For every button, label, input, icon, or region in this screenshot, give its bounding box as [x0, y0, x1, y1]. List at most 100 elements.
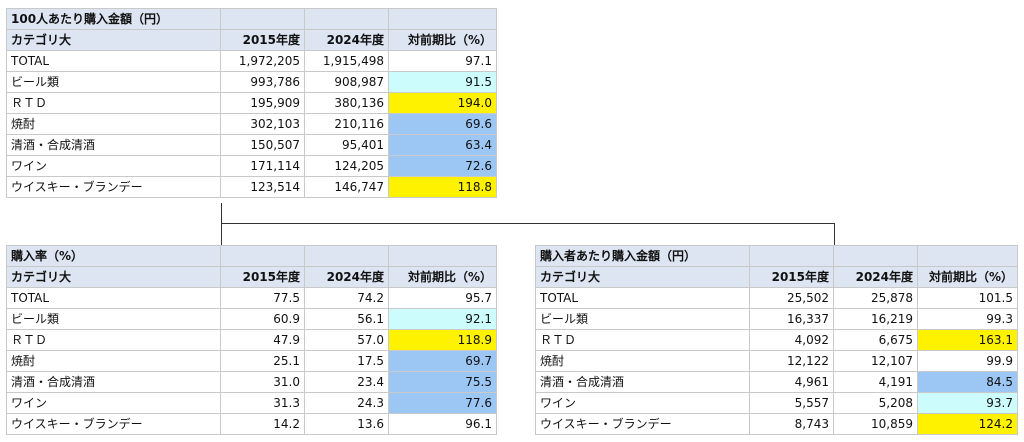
- value-2024: 24.3: [304, 392, 389, 414]
- header-2024: 2024年度: [833, 266, 918, 288]
- value-ratio: 75.5: [388, 371, 497, 393]
- table-amount-per-100-people: 100人あたり購入金額（円） カテゴリ大 2015年度 2024年度 対前期比（…: [6, 8, 497, 198]
- value-ratio: 77.6: [388, 392, 497, 414]
- table-row: ＲＴＤ 195,909 380,136 194.0: [6, 92, 497, 114]
- row-label: 焼酎: [6, 113, 221, 135]
- value-2015: 150,507: [220, 134, 305, 156]
- connector-line-vertical-top: [221, 203, 222, 223]
- table-row: ワイン 171,114 124,205 72.6: [6, 155, 497, 177]
- value-2024: 74.2: [304, 287, 389, 309]
- row-label: 清酒・合成清酒: [535, 371, 750, 393]
- value-2015: 47.9: [220, 329, 305, 351]
- value-2015: 123,514: [220, 176, 305, 198]
- table-header-row: カテゴリ大 2015年度 2024年度 対前期比（%）: [6, 29, 497, 51]
- table-body: TOTAL 1,972,205 1,915,498 97.1 ビール類 993,786 90…: [6, 50, 497, 198]
- value-2015: 14.2: [220, 413, 305, 435]
- table-row: ウイスキー・ブランデー 14.2 13.6 96.1: [6, 413, 497, 435]
- table-row: ＲＴＤ 47.9 57.0 118.9: [6, 329, 497, 351]
- row-label: ＲＴＤ: [6, 329, 221, 351]
- value-2024: 146,747: [304, 176, 389, 198]
- value-2015: 16,337: [749, 308, 834, 330]
- table-row: TOTAL 77.5 74.2 95.7: [6, 287, 497, 309]
- value-2015: 77.5: [220, 287, 305, 309]
- value-2015: 195,909: [220, 92, 305, 114]
- value-2015: 25.1: [220, 350, 305, 372]
- value-2024: 908,987: [304, 71, 389, 93]
- header-2024: 2024年度: [304, 266, 389, 288]
- row-label: 清酒・合成清酒: [6, 134, 221, 156]
- table-title-row: 100人あたり購入金額（円）: [6, 8, 497, 30]
- value-2015: 171,114: [220, 155, 305, 177]
- value-2015: 4,961: [749, 371, 834, 393]
- value-ratio: 69.6: [388, 113, 497, 135]
- value-2015: 5,557: [749, 392, 834, 414]
- table-row: ビール類 16,337 16,219 99.3: [535, 308, 1018, 330]
- value-2024: 4,191: [833, 371, 918, 393]
- value-2015: 8,743: [749, 413, 834, 435]
- value-ratio: 118.8: [388, 176, 497, 198]
- table-row: ＲＴＤ 4,092 6,675 163.1: [535, 329, 1018, 351]
- value-2024: 95,401: [304, 134, 389, 156]
- row-label: ウイスキー・ブランデー: [6, 413, 221, 435]
- value-ratio: 124.2: [917, 413, 1018, 435]
- value-2024: 210,116: [304, 113, 389, 135]
- value-2015: 12,122: [749, 350, 834, 372]
- value-ratio: 163.1: [917, 329, 1018, 351]
- row-label: ウイスキー・ブランデー: [535, 413, 750, 435]
- connector-line-horizontal: [221, 223, 834, 224]
- value-ratio: 97.1: [388, 50, 497, 72]
- value-ratio: 99.9: [917, 350, 1018, 372]
- row-label: TOTAL: [6, 287, 221, 309]
- row-label: ビール類: [6, 308, 221, 330]
- value-ratio: 96.1: [388, 413, 497, 435]
- table-row: TOTAL 25,502 25,878 101.5: [535, 287, 1018, 309]
- header-2024: 2024年度: [304, 29, 389, 51]
- value-ratio: 118.9: [388, 329, 497, 351]
- header-category: カテゴリ大: [6, 266, 221, 288]
- value-2024: 124,205: [304, 155, 389, 177]
- value-2015: 31.3: [220, 392, 305, 414]
- table-amount-per-purchaser: 購入者あたり購入金額（円） カテゴリ大 2015年度 2024年度 対前期比（%…: [535, 245, 1018, 435]
- connector-line-vertical-right: [834, 223, 835, 245]
- row-label: 焼酎: [6, 350, 221, 372]
- value-2024: 13.6: [304, 413, 389, 435]
- value-ratio: 91.5: [388, 71, 497, 93]
- row-label: ビール類: [535, 308, 750, 330]
- table-header-row: カテゴリ大 2015年度 2024年度 対前期比（%）: [535, 266, 1018, 288]
- table-row: ワイン 5,557 5,208 93.7: [535, 392, 1018, 414]
- value-ratio: 72.6: [388, 155, 497, 177]
- table-row: ウイスキー・ブランデー 8,743 10,859 124.2: [535, 413, 1018, 435]
- value-ratio: 95.7: [388, 287, 497, 309]
- connector-line-vertical-left: [221, 223, 222, 245]
- table-title-row: 購入率（%）: [6, 245, 497, 267]
- value-2015: 302,103: [220, 113, 305, 135]
- table-row: ワイン 31.3 24.3 77.6: [6, 392, 497, 414]
- value-2024: 25,878: [833, 287, 918, 309]
- table-row: 焼酎 302,103 210,116 69.6: [6, 113, 497, 135]
- row-label: TOTAL: [535, 287, 750, 309]
- value-2015: 993,786: [220, 71, 305, 93]
- table-row: 清酒・合成清酒 4,961 4,191 84.5: [535, 371, 1018, 393]
- table-header-row: カテゴリ大 2015年度 2024年度 対前期比（%）: [6, 266, 497, 288]
- value-2024: 56.1: [304, 308, 389, 330]
- value-2024: 16,219: [833, 308, 918, 330]
- value-2015: 1,972,205: [220, 50, 305, 72]
- value-ratio: 63.4: [388, 134, 497, 156]
- header-ratio: 対前期比（%）: [388, 266, 497, 288]
- table-title: 購入者あたり購入金額（円）: [535, 245, 750, 267]
- header-2015: 2015年度: [220, 29, 305, 51]
- row-label: TOTAL: [6, 50, 221, 72]
- table-row: ビール類 60.9 56.1 92.1: [6, 308, 497, 330]
- row-label: ワイン: [535, 392, 750, 414]
- row-label: ワイン: [6, 155, 221, 177]
- value-ratio: 93.7: [917, 392, 1018, 414]
- value-ratio: 101.5: [917, 287, 1018, 309]
- table-body: TOTAL 25,502 25,878 101.5 ビール類 16,337 16,219 99…: [535, 287, 1018, 435]
- table-row: 清酒・合成清酒 150,507 95,401 63.4: [6, 134, 497, 156]
- row-label: ワイン: [6, 392, 221, 414]
- value-ratio: 194.0: [388, 92, 497, 114]
- value-ratio: 99.3: [917, 308, 1018, 330]
- row-label: 清酒・合成清酒: [6, 371, 221, 393]
- value-2015: 60.9: [220, 308, 305, 330]
- value-2024: 17.5: [304, 350, 389, 372]
